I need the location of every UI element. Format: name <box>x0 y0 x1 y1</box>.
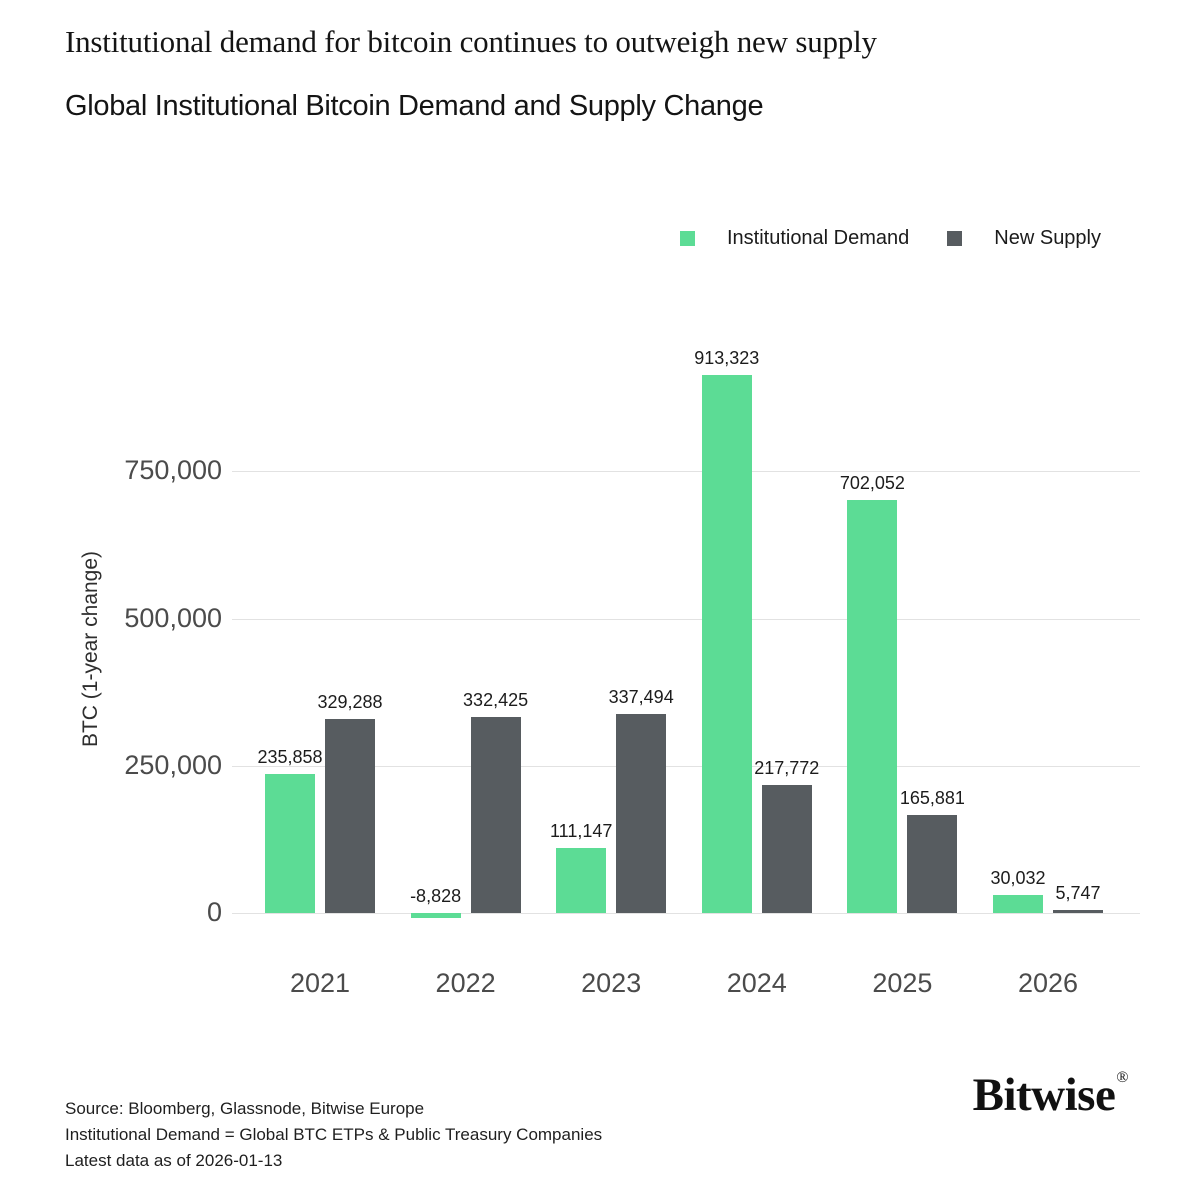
legend-swatch-icon <box>947 231 963 246</box>
source-notes: Source: Bloomberg, Glassnode, Bitwise Eu… <box>65 1096 602 1174</box>
bar-new-supply-2023 <box>616 714 667 913</box>
bar-institutional-demand-2021 <box>265 774 315 913</box>
value-label-2021: 235,858 <box>257 747 323 768</box>
bar-institutional-demand-2025 <box>847 499 898 913</box>
x-axis-label-2023: 2023 <box>581 968 642 998</box>
gridline <box>232 471 1140 473</box>
legend-item: New Supply <box>947 227 1101 250</box>
value-label-2024: 913,323 <box>694 348 760 369</box>
gridline <box>232 618 1140 620</box>
legend-swatch-icon <box>679 231 695 246</box>
value-label-2025: 702,052 <box>839 472 905 493</box>
bar-institutional-demand-2023 <box>556 847 607 913</box>
x-axis-label-2022: 2022 <box>435 968 496 998</box>
gridline <box>232 913 1140 914</box>
value-label-2023: 337,494 <box>608 687 674 708</box>
value-label-2022: -8,828 <box>410 886 462 906</box>
value-label-2025: 165,881 <box>899 788 965 809</box>
value-label-2023: 111,147 <box>549 820 613 841</box>
bar-institutional-demand-2022 <box>410 913 461 919</box>
source-line: Latest data as of 2026-01-13 <box>65 1151 283 1170</box>
x-axis-label-2024: 2024 <box>726 968 787 998</box>
x-axis-label-2021: 2021 <box>289 968 351 998</box>
value-label-2021: 329,288 <box>317 692 383 713</box>
value-label-2024: 217,772 <box>754 757 820 778</box>
bitwise-logo: Bitwise® <box>972 1068 1129 1122</box>
bar-new-supply-2026 <box>1053 909 1103 913</box>
bitwise-logo-text: Bitwise <box>972 1069 1116 1121</box>
legend-label: New Supply <box>994 227 1101 249</box>
y-axis-title: BTC (1-year change) <box>79 550 102 748</box>
x-axis-label-2025: 2025 <box>872 968 933 998</box>
bar-new-supply-2022 <box>470 717 521 913</box>
y-tick-label: 750,000 <box>124 455 222 486</box>
source-line: Institutional Demand = Global BTC ETPs &… <box>65 1125 603 1144</box>
plot-area: 235,858 329,288 -8,828 332,425 111,147 337,49… <box>232 330 1140 919</box>
page-kicker: Institutional demand for bitcoin continu… <box>65 24 877 59</box>
legend-item: Institutional Demand <box>679 227 910 250</box>
registered-trademark-icon: ® <box>1116 1069 1128 1086</box>
x-axis-label-2026: 2026 <box>1017 968 1079 998</box>
bar-institutional-demand-2024 <box>701 375 752 913</box>
y-tick-label: 0 <box>206 897 222 927</box>
y-tick-label: 500,000 <box>124 602 222 633</box>
bar-new-supply-2021 <box>325 719 375 913</box>
bar-institutional-demand-2026 <box>993 895 1043 913</box>
gridline <box>232 765 1140 767</box>
y-tick-label: 250,000 <box>124 749 222 780</box>
bar-new-supply-2025 <box>907 815 958 913</box>
bar-new-supply-2024 <box>761 784 812 913</box>
legend-label: Institutional Demand <box>726 227 910 249</box>
chart-legend: Institutional Demand New Supply <box>679 227 1101 250</box>
value-label-2026: 5,747 <box>1055 882 1101 903</box>
value-label-2022: 332,425 <box>463 690 529 711</box>
page-title: Global Institutional Bitcoin Demand and … <box>65 90 764 122</box>
source-line: Source: Bloomberg, Glassnode, Bitwise Eu… <box>65 1099 425 1118</box>
value-label-2026: 30,032 <box>990 868 1046 889</box>
